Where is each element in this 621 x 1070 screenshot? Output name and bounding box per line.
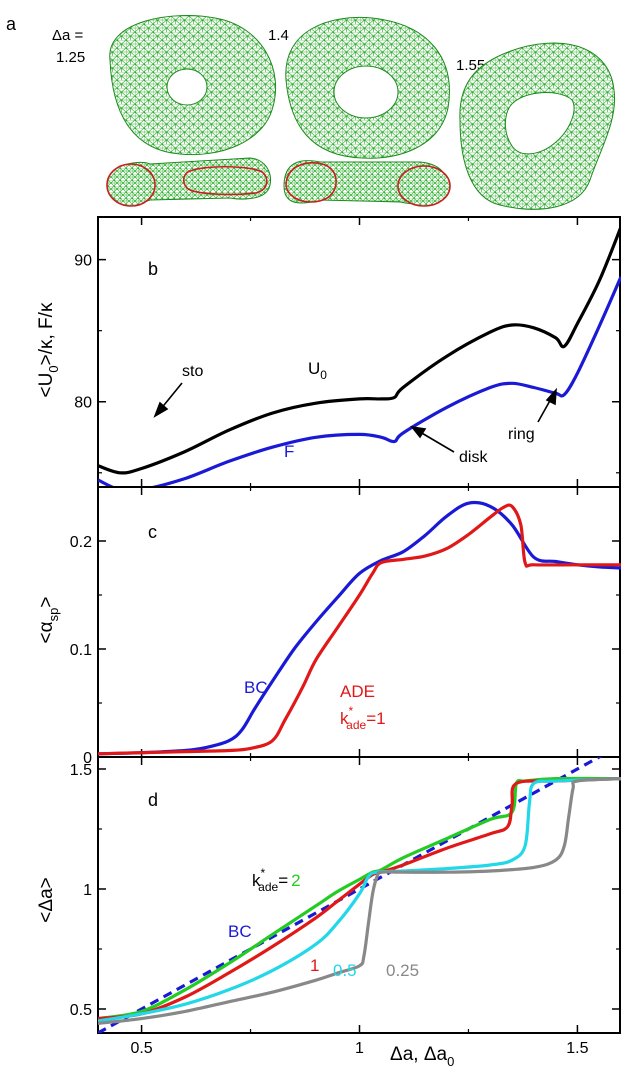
y-tick-label: 1.5 <box>70 762 92 779</box>
panel-b-label: b <box>148 259 158 279</box>
x-axis-label: Δa, Δa0 <box>390 1044 454 1069</box>
annotation-arrows <box>153 382 557 453</box>
x-tick-label: 0.5 <box>130 1040 152 1057</box>
k1-label: 1 <box>310 956 319 975</box>
mesh-shape-2-side <box>283 160 451 207</box>
mesh-shape-3 <box>459 42 616 210</box>
y-tick-label: 1 <box>83 882 92 899</box>
f-label: F <box>284 442 294 461</box>
series-line-bc <box>98 500 621 756</box>
panel-a-label: a <box>6 14 17 34</box>
ade-label: ADE <box>340 682 375 701</box>
y-tick-label: 0.1 <box>70 642 92 659</box>
x-tick-label: 1 <box>355 1040 364 1057</box>
series-line-bc <box>98 757 603 1033</box>
y-tick-label: 0 <box>83 750 92 767</box>
axes-frame-c <box>97 486 621 758</box>
series-group-c <box>98 500 621 756</box>
panel-c-label: c <box>148 522 157 542</box>
bc-label-c: BC <box>244 678 268 697</box>
delta-a-value-2: 1.4 <box>268 27 289 44</box>
sto-label: sto <box>182 363 203 380</box>
mesh-shape-1-top <box>109 14 277 156</box>
kade-label-c: k* ade=1 <box>340 704 386 732</box>
series-line-kade2 <box>98 776 621 1021</box>
series-line-u0 <box>98 226 621 475</box>
y-label-c-text: <αsp> <box>36 597 61 644</box>
series-group-b <box>98 226 621 487</box>
k025-label: 0.25 <box>386 961 419 980</box>
y-tick-label: 0.5 <box>70 1002 92 1019</box>
axes-frame-b <box>97 216 621 488</box>
disk-label: disk <box>459 449 488 466</box>
ring-label: ring <box>508 426 535 443</box>
y-axis-label-c: <αsp> <box>36 597 61 644</box>
mesh-shape-1-side <box>106 157 272 207</box>
series-line-ade <box>98 503 621 756</box>
y-label-d-text: <Δa> <box>36 877 57 922</box>
series-line-kade0.5 <box>98 777 621 1023</box>
panel-d-label: d <box>148 790 158 810</box>
plot-d: 0.5 1 1.5 0.5 1 1.5 <box>70 756 621 1057</box>
kade-label-d: k* ade= 2 <box>252 866 301 894</box>
delta-a-value-1: 1.25 <box>56 49 85 66</box>
delta-a-label: Δa = <box>52 27 84 44</box>
u0-label: U0 <box>308 359 327 382</box>
y-label-b-text: <U0>/κ, F/κ <box>36 302 61 397</box>
mesh-shape-2-top <box>285 16 450 159</box>
x-tick-label: 1.5 <box>566 1040 588 1057</box>
k05-label: 0.5 <box>333 961 357 980</box>
y-tick-label: 80 <box>74 395 92 412</box>
series-line-kade1 <box>98 777 621 1021</box>
y-axis-label-b: <U0>/κ, F/κ <box>36 302 61 397</box>
series-line-f <box>98 276 621 487</box>
y-tick-label: 90 <box>74 253 92 270</box>
plot-b: 80 90 <box>74 216 621 488</box>
y-tick-label: 0.2 <box>70 534 92 551</box>
y-axis-label-d: <Δa> <box>36 877 57 922</box>
series-line-kade0.25 <box>98 777 621 1025</box>
bc-label-d: BC <box>228 922 252 941</box>
series-group-d <box>98 757 621 1033</box>
